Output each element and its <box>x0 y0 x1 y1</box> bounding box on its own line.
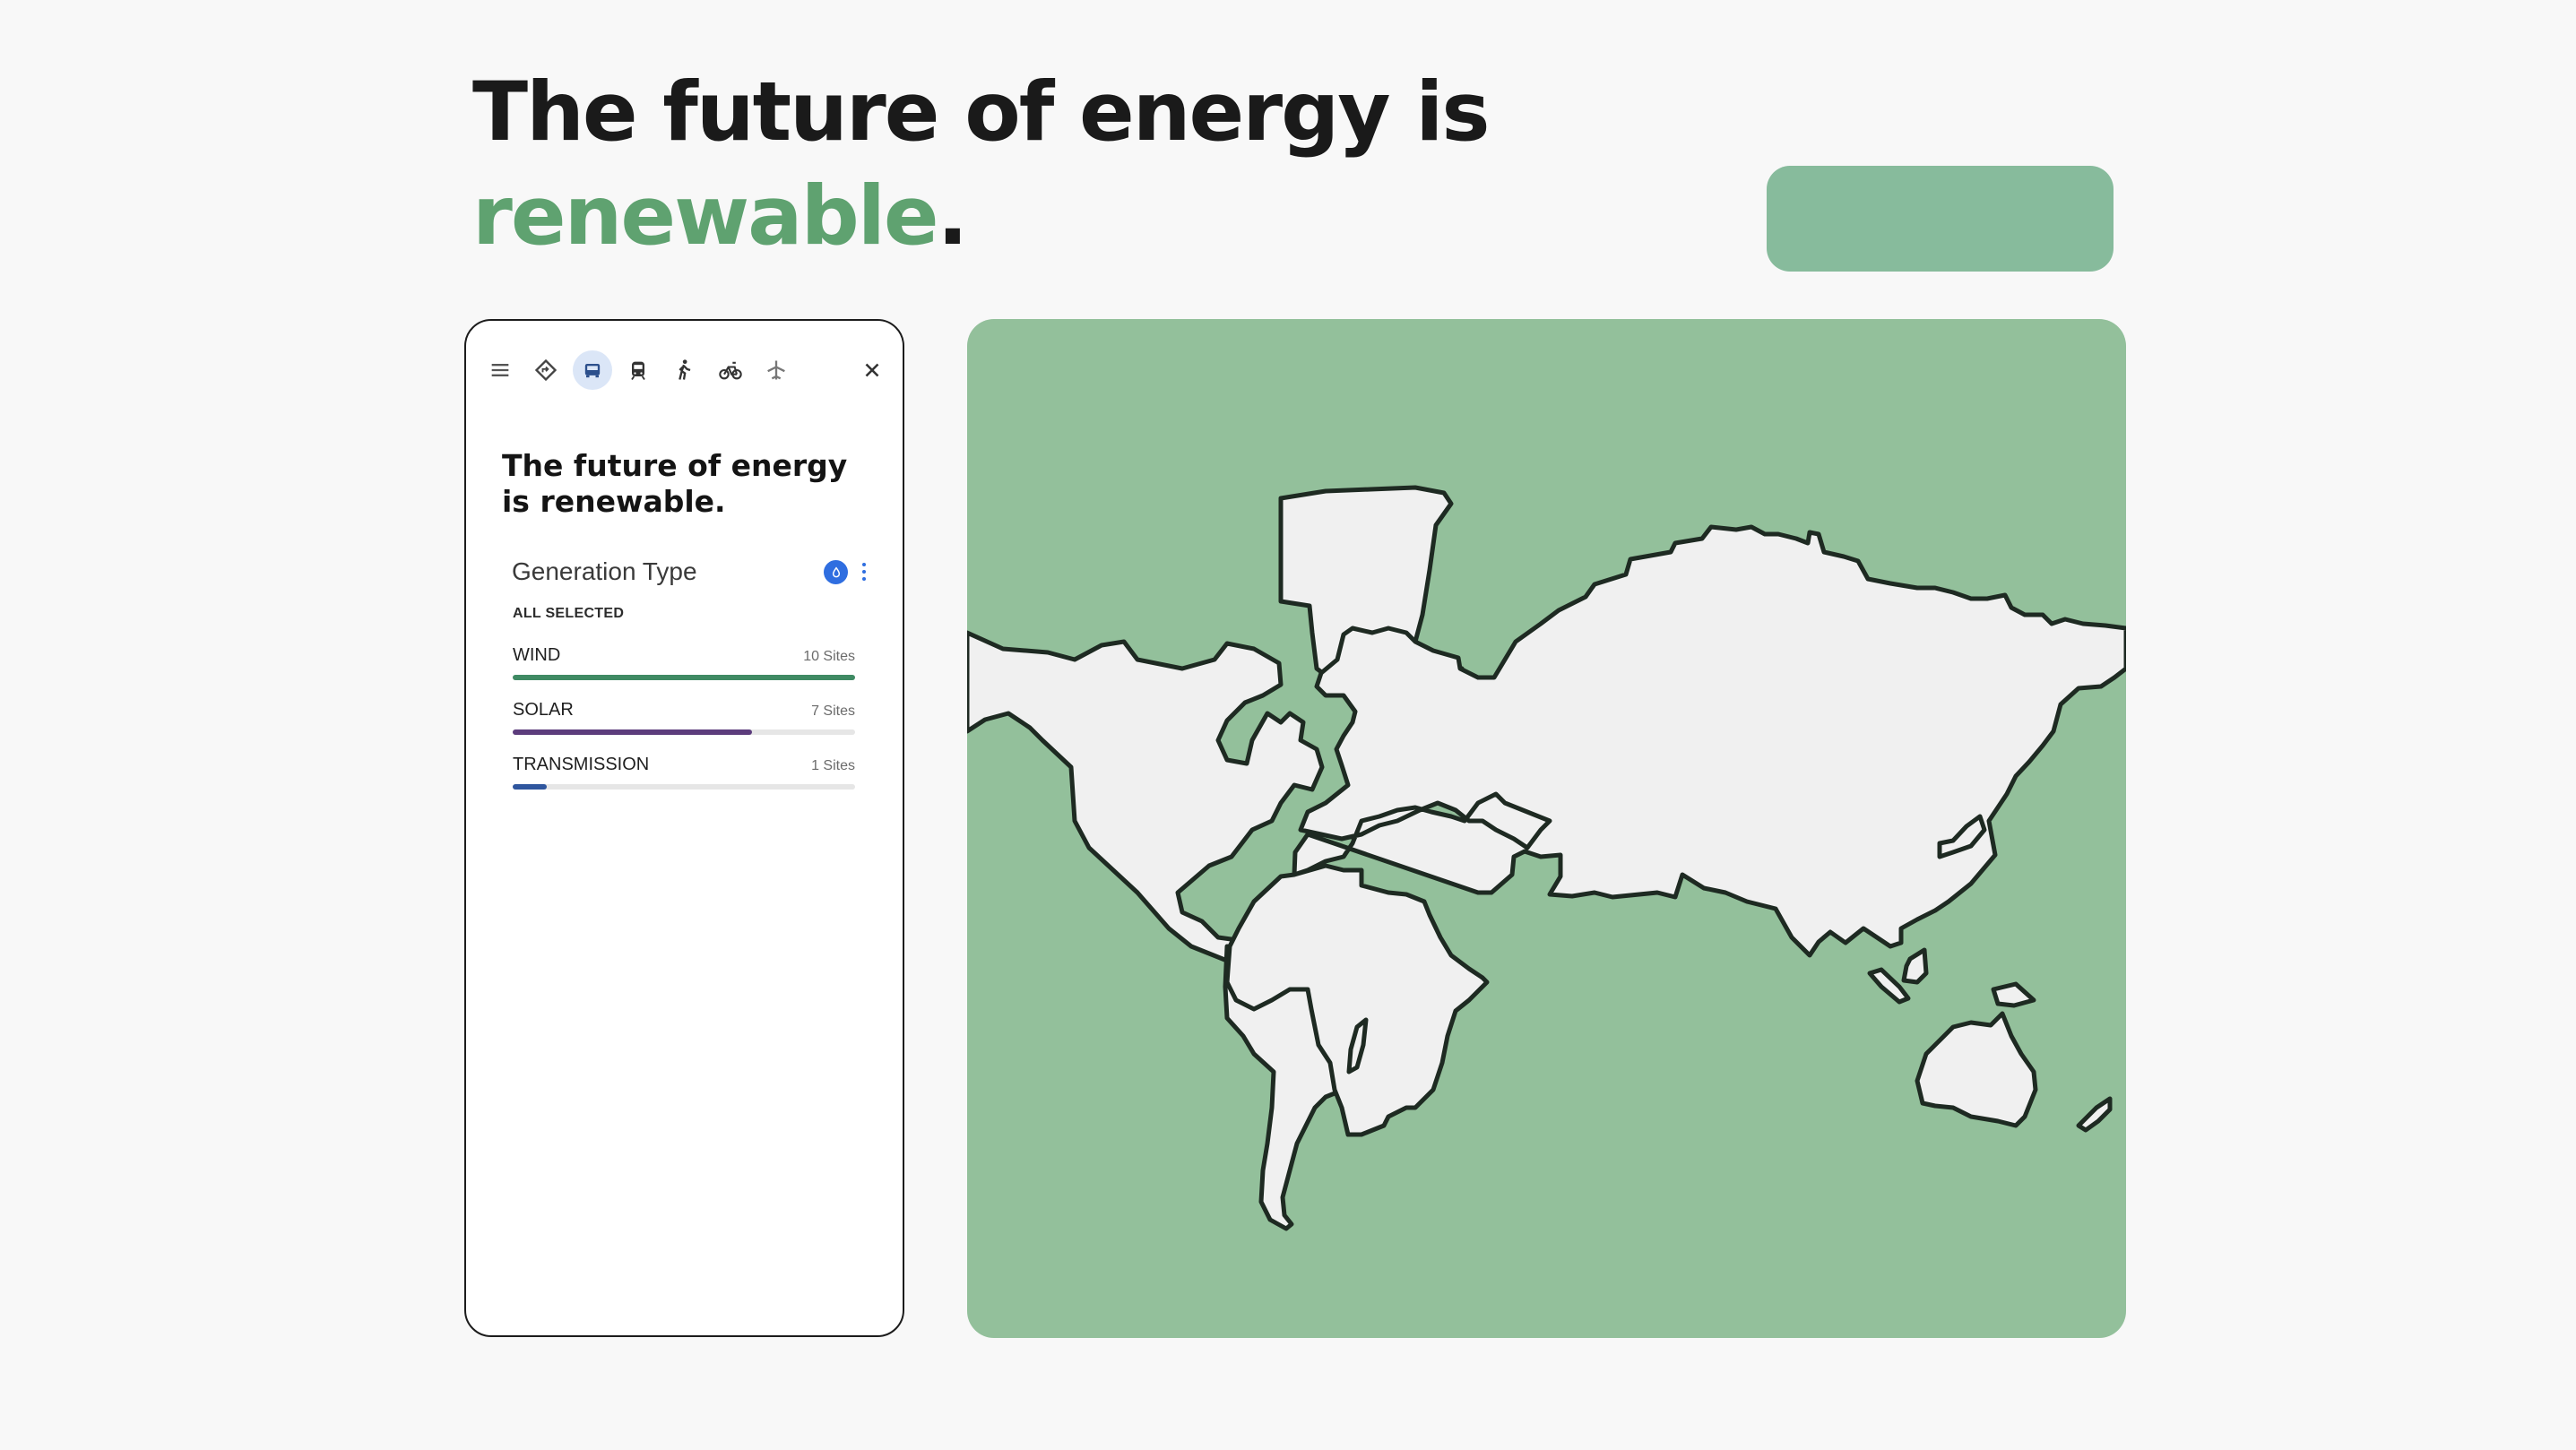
water-drop-icon[interactable] <box>824 560 848 584</box>
world-map-graphic <box>967 485 2126 1231</box>
travel-mode-toolbar <box>466 321 903 419</box>
headline: The future of energy is renewable. <box>472 61 1491 269</box>
new-guinea-shape <box>1991 981 2036 1008</box>
indonesia-shape-1 <box>1867 967 1911 1005</box>
cta-button[interactable] <box>1767 166 2114 272</box>
progress-fill <box>513 675 855 680</box>
indonesia-shape-2 <box>1901 947 1929 985</box>
world-map[interactable] <box>967 319 2126 1338</box>
generation-row-solar[interactable]: SOLAR 7 Sites <box>513 700 855 745</box>
directions-icon[interactable] <box>526 350 566 390</box>
generation-count: 1 Sites <box>811 758 855 773</box>
panel-title: The future of energy is renewable. <box>502 448 848 519</box>
selection-status: ALL SELECTED <box>513 606 625 621</box>
new-zealand-shape <box>2076 1096 2113 1133</box>
bike-icon[interactable] <box>711 350 750 390</box>
flight-icon[interactable] <box>756 350 796 390</box>
madagascar-shape <box>1346 1017 1369 1075</box>
generation-type-header: Generation Type <box>512 552 888 591</box>
walk-icon[interactable] <box>664 350 704 390</box>
headline-accent-word: renewable <box>472 169 939 263</box>
generation-label: TRANSMISSION <box>513 755 650 774</box>
generation-type-title: Generation Type <box>512 557 697 585</box>
progress-fill <box>513 784 548 790</box>
generation-count: 10 Sites <box>803 649 855 664</box>
generation-row-wind[interactable]: WIND 10 Sites <box>513 645 855 690</box>
north-america-shape <box>967 630 1364 1012</box>
progress-track <box>513 784 855 790</box>
generation-row-transmission[interactable]: TRANSMISSION 1 Sites <box>513 755 855 799</box>
headline-period: . <box>937 169 969 263</box>
headline-line-1: The future of energy is <box>472 65 1491 160</box>
generation-label: WIND <box>513 645 561 665</box>
transit-icon[interactable] <box>618 350 658 390</box>
progress-track <box>513 729 855 735</box>
filter-panel: The future of energy is renewable. Gener… <box>464 319 904 1337</box>
more-options-icon[interactable] <box>854 557 874 586</box>
australia-shape <box>1915 1011 2038 1128</box>
progress-track <box>513 675 855 680</box>
car-icon[interactable] <box>573 350 612 390</box>
close-icon[interactable] <box>852 350 892 390</box>
eurasia-shape <box>1292 524 2126 958</box>
headline-line-2: renewable. <box>472 165 1489 269</box>
generation-label: SOLAR <box>513 700 574 720</box>
generation-count: 7 Sites <box>811 703 855 719</box>
progress-fill <box>513 729 753 735</box>
africa-shape <box>1224 863 1490 1137</box>
menu-icon[interactable] <box>480 350 520 390</box>
japan-shape <box>1937 814 1987 859</box>
